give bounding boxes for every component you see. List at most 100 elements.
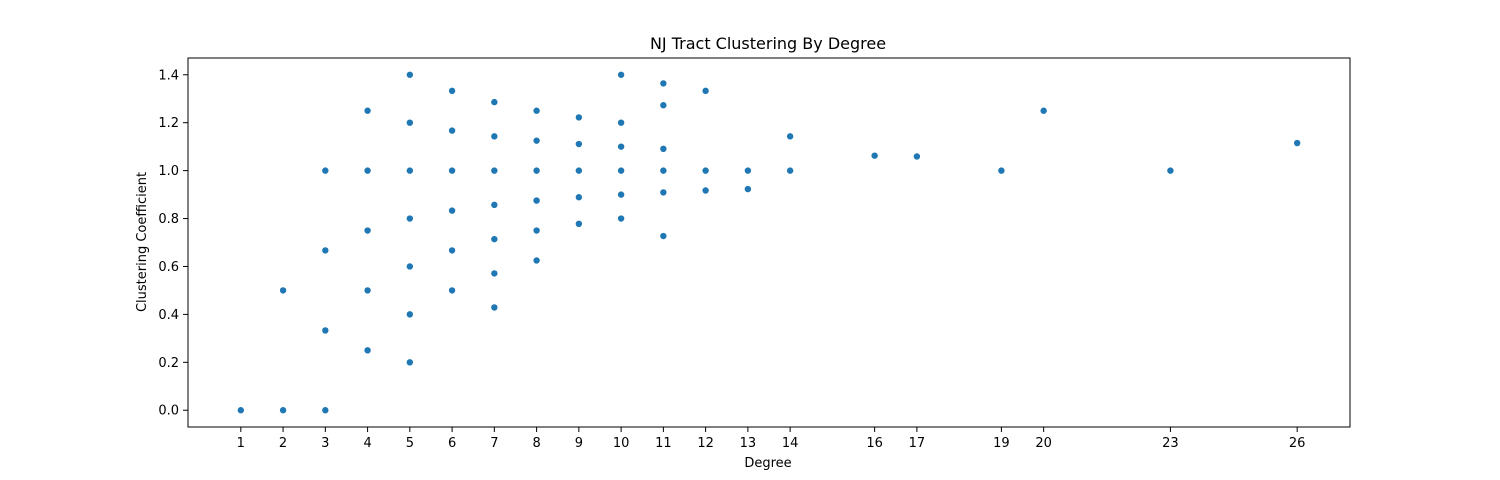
data-point [576,194,582,200]
data-point [491,236,497,242]
y-tick-label: 0.2 [158,356,179,371]
x-tick-label: 8 [532,436,540,451]
data-point [491,270,497,276]
data-point [998,167,1004,173]
data-point [449,247,455,253]
data-point [618,215,624,221]
plot-area [188,58,1350,427]
data-point [745,167,751,173]
x-tick-label: 14 [782,436,799,451]
x-tick-label: 26 [1289,436,1306,451]
x-tick-label: 11 [655,436,672,451]
x-tick-label: 3 [321,436,329,451]
data-point [618,72,624,78]
data-point [533,257,539,263]
x-tick-label: 23 [1162,436,1179,451]
data-point [238,407,244,413]
data-point [745,186,751,192]
x-tick-label: 4 [363,436,371,451]
data-point [576,221,582,227]
y-tick-label: 0.0 [158,404,179,419]
data-point [491,133,497,139]
data-point [660,167,666,173]
data-point [280,407,286,413]
data-point [618,119,624,125]
data-point [364,347,370,353]
data-point [407,359,413,365]
data-point [491,202,497,208]
data-point [618,143,624,149]
data-point [702,167,708,173]
data-point [449,287,455,293]
y-tick-label: 1.4 [158,68,179,83]
data-point [660,102,666,108]
x-tick-label: 19 [993,436,1010,451]
data-point [407,72,413,78]
data-points [238,72,1301,414]
x-axis-label: Degree [744,456,791,471]
x-tick-label: 6 [448,436,456,451]
data-point [1294,140,1300,146]
chart-title: NJ Tract Clustering By Degree [650,34,886,53]
x-tick-label: 10 [613,436,630,451]
data-point [787,133,793,139]
data-point [533,167,539,173]
data-point [660,189,666,195]
data-point [702,187,708,193]
data-point [576,167,582,173]
data-point [364,167,370,173]
data-point [618,191,624,197]
x-tick-label: 12 [697,436,714,451]
data-point [660,80,666,86]
data-point [449,127,455,133]
data-point [1167,167,1173,173]
y-tick-label: 0.8 [158,212,179,227]
data-point [407,119,413,125]
x-tick-label: 13 [740,436,757,451]
data-point [407,311,413,317]
data-point [407,263,413,269]
data-point [322,327,328,333]
data-point [491,304,497,310]
y-axis-ticks: 0.0 0.2 0.4 0.6 0.8 1.0 1.2 1.4 [158,68,188,418]
x-tick-label: 17 [909,436,926,451]
data-point [449,88,455,94]
data-point [407,167,413,173]
data-point [871,152,877,158]
data-point [576,114,582,120]
data-point [322,167,328,173]
data-point [364,287,370,293]
data-point [449,167,455,173]
data-point [491,167,497,173]
data-point [407,215,413,221]
x-tick-label: 7 [490,436,498,451]
x-tick-label: 16 [866,436,883,451]
x-tick-label: 2 [279,436,287,451]
x-tick-label: 5 [406,436,414,451]
y-tick-label: 0.6 [158,260,179,275]
data-point [533,137,539,143]
y-tick-label: 0.4 [158,308,179,323]
x-tick-label: 9 [575,436,583,451]
data-point [322,247,328,253]
data-point [618,167,624,173]
y-axis-label: Clustering Coefficient [135,172,150,312]
data-point [533,197,539,203]
data-point [364,108,370,114]
data-point [660,233,666,239]
y-tick-label: 1.0 [158,164,179,179]
data-point [280,287,286,293]
data-point [449,207,455,213]
x-tick-label: 20 [1035,436,1052,451]
data-point [533,108,539,114]
x-axis-ticks: 1 2 3 4 5 6 7 8 9 10 11 12 13 14 16 17 19 20 23 26 [237,427,1306,451]
data-point [322,407,328,413]
data-point [576,141,582,147]
data-point [787,167,793,173]
data-point [364,227,370,233]
data-point [660,146,666,152]
y-tick-label: 1.2 [158,116,179,131]
data-point [702,88,708,94]
x-tick-label: 1 [237,436,245,451]
